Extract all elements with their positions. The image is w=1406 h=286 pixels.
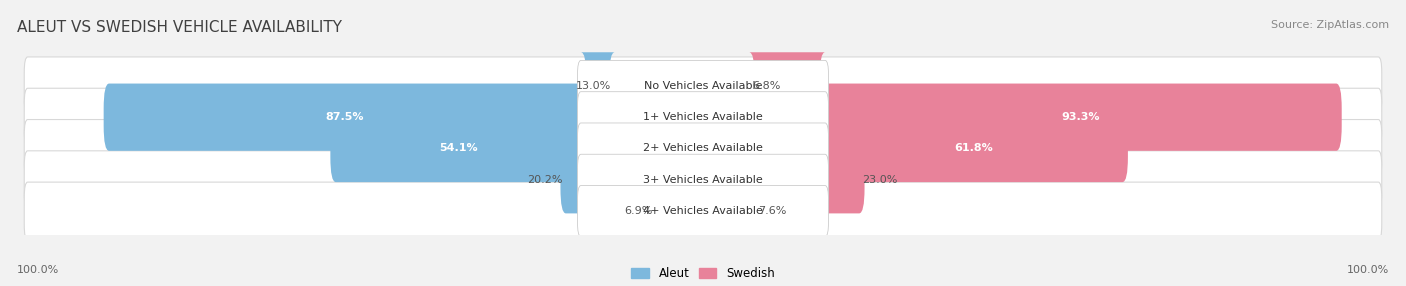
FancyBboxPatch shape [24, 88, 1382, 146]
FancyBboxPatch shape [755, 177, 825, 245]
FancyBboxPatch shape [578, 60, 828, 112]
Text: 20.2%: 20.2% [527, 175, 562, 185]
FancyBboxPatch shape [104, 84, 586, 151]
Text: 13.0%: 13.0% [576, 81, 612, 91]
FancyBboxPatch shape [578, 123, 828, 174]
Legend: Aleut, Swedish: Aleut, Swedish [631, 267, 775, 280]
Text: 4+ Vehicles Available: 4+ Vehicles Available [643, 206, 763, 216]
FancyBboxPatch shape [820, 146, 865, 213]
FancyBboxPatch shape [561, 146, 586, 213]
Text: 6.8%: 6.8% [752, 81, 780, 91]
Text: 23.0%: 23.0% [862, 175, 898, 185]
FancyBboxPatch shape [820, 115, 1128, 182]
FancyBboxPatch shape [578, 154, 828, 205]
FancyBboxPatch shape [24, 151, 1382, 209]
FancyBboxPatch shape [24, 120, 1382, 177]
Text: 3+ Vehicles Available: 3+ Vehicles Available [643, 175, 763, 185]
Text: 100.0%: 100.0% [17, 265, 59, 275]
Text: 7.6%: 7.6% [758, 206, 786, 216]
Text: No Vehicles Available: No Vehicles Available [644, 81, 762, 91]
Text: 100.0%: 100.0% [1347, 265, 1389, 275]
FancyBboxPatch shape [24, 182, 1382, 240]
FancyBboxPatch shape [820, 84, 1341, 151]
FancyBboxPatch shape [749, 52, 825, 120]
Text: 6.9%: 6.9% [624, 206, 652, 216]
Text: 61.8%: 61.8% [955, 144, 993, 154]
Text: 87.5%: 87.5% [326, 112, 364, 122]
FancyBboxPatch shape [578, 186, 828, 237]
Text: 1+ Vehicles Available: 1+ Vehicles Available [643, 112, 763, 122]
Text: 93.3%: 93.3% [1062, 112, 1099, 122]
Text: 2+ Vehicles Available: 2+ Vehicles Available [643, 144, 763, 154]
FancyBboxPatch shape [578, 92, 828, 143]
FancyBboxPatch shape [24, 57, 1382, 115]
Text: 54.1%: 54.1% [439, 144, 478, 154]
FancyBboxPatch shape [581, 52, 614, 120]
Text: Source: ZipAtlas.com: Source: ZipAtlas.com [1271, 20, 1389, 30]
FancyBboxPatch shape [330, 115, 586, 182]
Text: ALEUT VS SWEDISH VEHICLE AVAILABILITY: ALEUT VS SWEDISH VEHICLE AVAILABILITY [17, 20, 342, 35]
FancyBboxPatch shape [581, 177, 657, 245]
